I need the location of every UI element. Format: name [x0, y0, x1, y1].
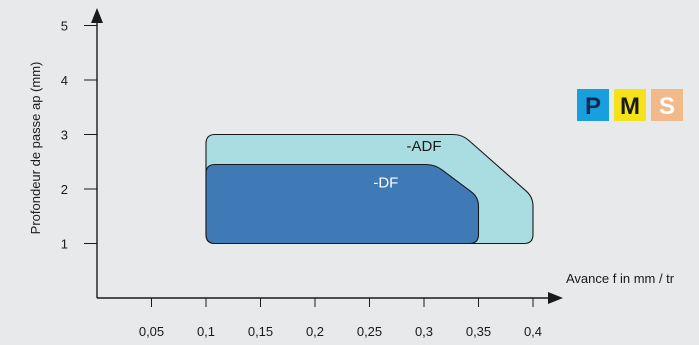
region-label-df: -DF: [373, 174, 398, 191]
x-tick-label: 0,3: [415, 324, 433, 339]
chart-regions: -ADF -DF: [205, 133, 534, 245]
x-axis-title: Avance f in mm / tr: [566, 271, 675, 286]
y-tick-label: 5: [61, 19, 68, 34]
badge-m: M: [614, 89, 646, 121]
y-tick-label: 1: [61, 237, 68, 252]
x-tick-label: 0,2: [306, 324, 324, 339]
badge-bg: [614, 89, 646, 121]
y-tick-label: 2: [61, 182, 68, 197]
x-tick-label: 0,25: [357, 324, 382, 339]
x-axis-arrow: [548, 292, 563, 304]
y-tick-label: 3: [61, 128, 68, 143]
x-tick-label: 0,35: [466, 324, 491, 339]
x-tick-label: 0,1: [197, 324, 215, 339]
badge-p: P: [577, 89, 609, 121]
badge-bg: [651, 89, 683, 121]
region-df: [205, 163, 480, 245]
x-tick-label: 0,05: [139, 324, 164, 339]
y-axis-arrow: [91, 8, 103, 23]
chart-ticks: 0,05 0,1 0,15 0,2 0,25 0,3 0,35 0,4 1 2 3 4 5: [61, 19, 542, 340]
badge-letter: S: [659, 93, 675, 120]
region-label-adf: -ADF: [407, 138, 442, 155]
badge-letter: M: [620, 93, 640, 120]
y-axis-title: Profondeur de passe ap (mm): [28, 62, 43, 235]
badge-bg: [577, 89, 609, 121]
x-tick-label: 0,4: [524, 324, 542, 339]
badge-s: S: [651, 89, 683, 121]
y-tick-label: 4: [61, 73, 68, 88]
chart-axes: [91, 8, 563, 304]
x-tick-label: 0,15: [248, 324, 273, 339]
badge-letter: P: [585, 93, 601, 120]
